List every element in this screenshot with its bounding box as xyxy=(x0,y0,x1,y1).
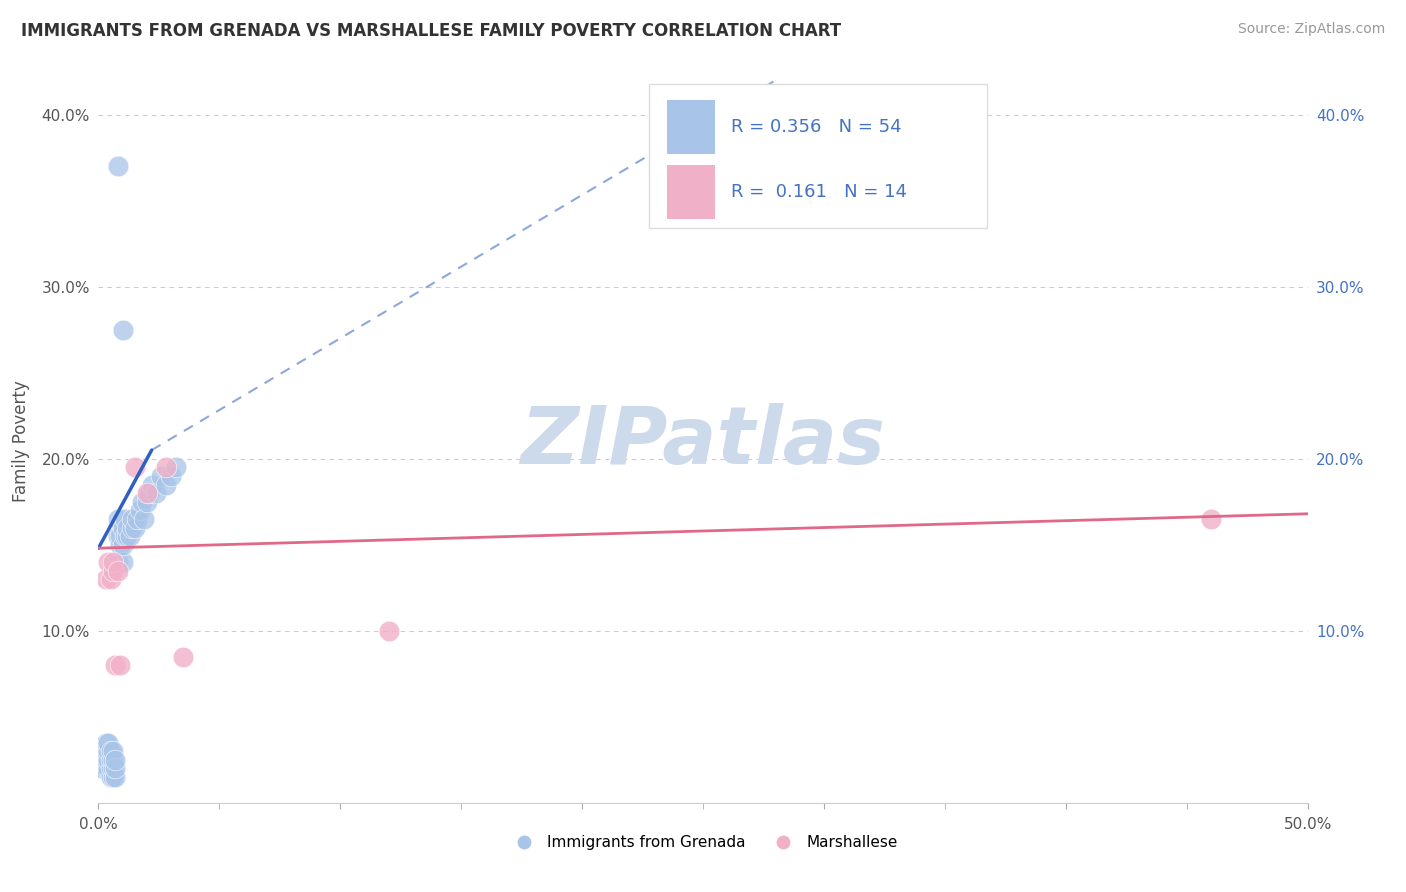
Y-axis label: Family Poverty: Family Poverty xyxy=(13,381,31,502)
Point xyxy=(111,520,134,534)
Point xyxy=(104,761,127,775)
Point xyxy=(155,460,177,475)
Point xyxy=(160,469,183,483)
Point xyxy=(172,649,194,664)
Point xyxy=(155,477,177,491)
Point xyxy=(104,770,127,784)
Point xyxy=(97,744,120,758)
Point xyxy=(108,658,131,673)
Point xyxy=(97,735,120,749)
Point xyxy=(117,529,139,543)
Point xyxy=(100,770,122,784)
Point xyxy=(97,761,120,775)
Point xyxy=(135,486,157,500)
Point xyxy=(94,753,117,767)
Point xyxy=(127,512,149,526)
Point xyxy=(100,572,122,586)
Point xyxy=(165,460,187,475)
Point xyxy=(134,512,156,526)
Point xyxy=(131,494,153,508)
Point xyxy=(100,753,122,767)
Point xyxy=(101,753,124,767)
Point xyxy=(124,520,146,534)
Text: R =  0.161   N = 14: R = 0.161 N = 14 xyxy=(731,183,907,202)
Point xyxy=(97,555,120,569)
Point xyxy=(91,753,114,767)
Point xyxy=(104,753,127,767)
Point xyxy=(138,486,160,500)
Point xyxy=(150,469,173,483)
Point xyxy=(107,529,129,543)
Point xyxy=(100,761,122,775)
Point xyxy=(104,658,127,673)
Point xyxy=(94,761,117,775)
Point xyxy=(114,529,136,543)
Point xyxy=(1199,512,1222,526)
Text: ZIPatlas: ZIPatlas xyxy=(520,402,886,481)
Point xyxy=(107,512,129,526)
Text: Source: ZipAtlas.com: Source: ZipAtlas.com xyxy=(1237,22,1385,37)
Point xyxy=(101,761,124,775)
Point xyxy=(101,744,124,758)
Point xyxy=(94,572,117,586)
Point xyxy=(108,538,131,552)
Point xyxy=(91,761,114,775)
Point xyxy=(101,555,124,569)
Legend: Immigrants from Grenada, Marshallese: Immigrants from Grenada, Marshallese xyxy=(502,830,904,856)
Point xyxy=(90,744,112,758)
Point xyxy=(94,744,117,758)
Point xyxy=(94,735,117,749)
Point xyxy=(97,753,120,767)
Point xyxy=(377,624,399,638)
Text: R = 0.356   N = 54: R = 0.356 N = 54 xyxy=(731,119,901,136)
Point xyxy=(118,529,141,543)
Point xyxy=(121,512,143,526)
Point xyxy=(107,555,129,569)
Point xyxy=(111,555,134,569)
Point xyxy=(101,770,124,784)
FancyBboxPatch shape xyxy=(648,84,987,228)
Point xyxy=(107,159,129,173)
Point xyxy=(90,761,112,775)
FancyBboxPatch shape xyxy=(666,100,716,154)
Point xyxy=(114,512,136,526)
Point xyxy=(135,494,157,508)
Point xyxy=(145,486,167,500)
FancyBboxPatch shape xyxy=(666,165,716,219)
Point xyxy=(111,538,134,552)
Point xyxy=(121,520,143,534)
Point xyxy=(101,564,124,578)
Point xyxy=(124,460,146,475)
Point xyxy=(100,744,122,758)
Point xyxy=(141,477,163,491)
Point xyxy=(107,564,129,578)
Text: IMMIGRANTS FROM GRENADA VS MARSHALLESE FAMILY POVERTY CORRELATION CHART: IMMIGRANTS FROM GRENADA VS MARSHALLESE F… xyxy=(21,22,841,40)
Point xyxy=(117,520,139,534)
Point xyxy=(111,323,134,337)
Point xyxy=(91,744,114,758)
Point xyxy=(128,503,150,517)
Point xyxy=(108,529,131,543)
